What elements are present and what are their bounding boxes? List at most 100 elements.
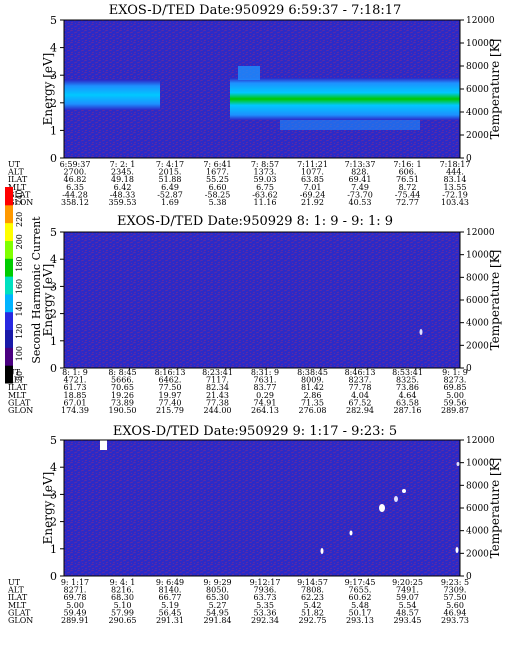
row-value: 8216. bbox=[111, 586, 134, 595]
row-value: 46.94 bbox=[444, 608, 467, 617]
row-value: 9: 1: 9 bbox=[442, 368, 468, 377]
row-value: 7491. bbox=[396, 586, 419, 595]
row-value: 359.53 bbox=[109, 198, 137, 207]
row-value: 63.58 bbox=[396, 398, 419, 407]
data-spot bbox=[379, 504, 385, 512]
row-value: 215.79 bbox=[156, 406, 184, 415]
row-value: 73.89 bbox=[111, 398, 134, 407]
row-value: 8:53:41 bbox=[392, 368, 423, 377]
row-value: 8237. bbox=[349, 376, 372, 385]
row-value: 1077. bbox=[301, 168, 324, 177]
right-tick-label: 0 bbox=[466, 364, 472, 374]
row-value: 7: 8:57 bbox=[251, 160, 279, 169]
row-value: 2345. bbox=[111, 168, 134, 177]
row-label: GLAT bbox=[8, 608, 31, 617]
energy-band bbox=[230, 78, 460, 120]
y-tick-label: 5 bbox=[50, 226, 57, 239]
row-value: -44.28 bbox=[62, 190, 88, 199]
ephemeris-table: UT 8: 1: 9 8: 8:45 8:16:13 8:23:41 8:31: 9 8:3… bbox=[7, 368, 469, 415]
right-tick-label: 8000 bbox=[466, 62, 489, 72]
row-value: 7808. bbox=[301, 586, 324, 595]
data-spot bbox=[100, 440, 107, 450]
row-value: 6462. bbox=[159, 376, 182, 385]
row-value: 190.50 bbox=[109, 406, 137, 415]
row-value: 9:14:57 bbox=[297, 578, 328, 587]
y-axis: 0 1 2 3 4 5 bbox=[50, 14, 64, 165]
y-tick-label: 1 bbox=[50, 335, 57, 348]
row-value: 46.82 bbox=[64, 175, 87, 184]
row-value: 55.25 bbox=[206, 175, 229, 184]
row-value: 8009. bbox=[301, 376, 324, 385]
energy-band bbox=[64, 80, 160, 110]
row-value: 244.00 bbox=[204, 406, 232, 415]
row-value: 76.51 bbox=[396, 175, 419, 184]
row-value: 18.85 bbox=[64, 391, 87, 400]
y-tick-label: 5 bbox=[50, 434, 57, 447]
y-tick-label: 2 bbox=[50, 308, 57, 321]
row-value: 8:46:13 bbox=[345, 368, 376, 377]
row-value: 5.00 bbox=[446, 391, 464, 400]
row-label: GLON bbox=[8, 406, 33, 415]
right-tick-label: 10000 bbox=[466, 251, 495, 261]
colorbar-tick-label: 180 bbox=[15, 256, 24, 271]
row-value: 68.30 bbox=[111, 593, 134, 602]
row-value: 63.73 bbox=[254, 593, 277, 602]
row-value: 7:11:21 bbox=[297, 160, 328, 169]
row-value: 276.08 bbox=[299, 406, 327, 415]
ephemeris-table: UT 9: 1:17 9: 4: 1 9: 6:49 9: 9:29 9:12:17 9:1… bbox=[7, 578, 469, 625]
colorbar-swatch bbox=[5, 347, 13, 366]
row-label: ILAT bbox=[8, 593, 28, 602]
y-tick-label: 0 bbox=[50, 570, 57, 583]
row-value: 8325. bbox=[396, 376, 419, 385]
row-value: 67.01 bbox=[64, 398, 87, 407]
row-value: 51.82 bbox=[301, 608, 324, 617]
row-value: 7309. bbox=[444, 586, 467, 595]
row-value: 50.17 bbox=[349, 608, 372, 617]
right-axis: 0 2000 4000 6000 8000 10000 12000 bbox=[460, 16, 495, 164]
colorbar-tick-label: 100 bbox=[15, 346, 24, 361]
colorbar-tick-label: 80 bbox=[15, 371, 24, 381]
row-value: 60.62 bbox=[349, 593, 372, 602]
row-value: -52.87 bbox=[157, 190, 183, 199]
row-value: 5.60 bbox=[446, 601, 464, 610]
row-value: -58.25 bbox=[205, 190, 231, 199]
row-value: 289.87 bbox=[441, 406, 469, 415]
colorbar-swatch bbox=[5, 258, 13, 277]
row-value: 5.38 bbox=[209, 198, 227, 207]
data-spot bbox=[402, 489, 406, 493]
y-tick-label: 5 bbox=[50, 14, 57, 27]
row-value: 59.07 bbox=[396, 593, 419, 602]
colorbar-swatch bbox=[5, 276, 13, 295]
row-label: ALT bbox=[7, 168, 24, 177]
colorbar-tick-label: 160 bbox=[15, 279, 24, 294]
row-value: 7: 4:17 bbox=[156, 160, 184, 169]
right-tick-label: 2000 bbox=[466, 131, 489, 141]
right-tick-label: 8000 bbox=[466, 273, 489, 283]
row-value: 56.45 bbox=[159, 608, 182, 617]
y-tick-label: 3 bbox=[50, 488, 57, 501]
row-value: 57.50 bbox=[444, 593, 467, 602]
row-value: -48.33 bbox=[110, 190, 136, 199]
row-label: GLON bbox=[8, 198, 33, 207]
row-value: 7.49 bbox=[351, 183, 369, 192]
row-value: 83.14 bbox=[444, 175, 467, 184]
row-value: 6.35 bbox=[66, 183, 84, 192]
row-value: 5666. bbox=[111, 376, 134, 385]
colorbar-swatch bbox=[5, 204, 13, 224]
row-value: 7117. bbox=[206, 376, 229, 385]
row-value: 6.49 bbox=[161, 183, 179, 192]
row-value: 174.39 bbox=[61, 406, 89, 415]
row-value: 103.43 bbox=[441, 198, 469, 207]
colorbar-swatch bbox=[5, 240, 13, 259]
right-tick-label: 10000 bbox=[466, 459, 495, 469]
row-label: GLAT bbox=[8, 190, 31, 199]
row-value: 1.69 bbox=[161, 198, 179, 207]
row-value: 8.72 bbox=[399, 183, 417, 192]
row-value: 7936. bbox=[254, 586, 277, 595]
row-value: 606. bbox=[399, 168, 417, 177]
row-value: 40.53 bbox=[349, 198, 372, 207]
colorbar-swatch bbox=[5, 293, 13, 313]
row-value: 59.03 bbox=[254, 175, 277, 184]
row-value: 8:31: 9 bbox=[251, 368, 279, 377]
row-value: 83.77 bbox=[254, 383, 277, 392]
